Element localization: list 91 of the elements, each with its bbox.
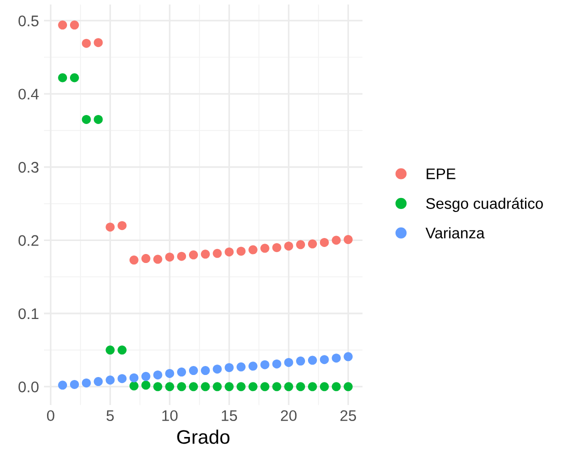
point (212, 364, 222, 374)
point (94, 377, 103, 386)
point (188, 366, 198, 376)
point (129, 373, 138, 382)
point (94, 38, 103, 48)
point (70, 380, 79, 389)
point (260, 382, 270, 392)
point (70, 20, 79, 30)
x-tick-label: 5 (106, 410, 114, 422)
point (272, 243, 282, 252)
point (248, 245, 258, 254)
point (308, 356, 317, 365)
point (70, 73, 79, 82)
point (272, 382, 282, 392)
point (320, 355, 329, 364)
point (118, 374, 127, 384)
point (236, 246, 246, 256)
point (260, 360, 270, 370)
x-tick-label: 25 (340, 410, 356, 422)
point (332, 382, 341, 392)
point (129, 381, 138, 390)
y-tick-label: 0.3 (18, 162, 38, 173)
point (165, 368, 174, 378)
point (308, 382, 317, 392)
y-tick-label: 0.1 (18, 308, 38, 320)
point (177, 368, 186, 377)
point (141, 380, 150, 390)
point (106, 222, 115, 232)
point (165, 382, 174, 392)
point (200, 250, 210, 259)
point (82, 38, 91, 48)
x-tick-label: 10 (162, 410, 178, 422)
point (82, 378, 91, 388)
point (165, 252, 174, 262)
point (296, 240, 306, 250)
point (212, 248, 222, 258)
point (284, 382, 294, 392)
legend-label: Sesgo cuadrático (426, 198, 543, 212)
x-axis-title: Grado (177, 430, 230, 444)
point (58, 20, 68, 30)
point (177, 382, 186, 392)
point (236, 382, 246, 392)
point (106, 346, 115, 355)
point (308, 239, 317, 248)
point (200, 366, 210, 376)
point (118, 221, 127, 230)
point (224, 247, 234, 256)
point (272, 359, 282, 368)
point (260, 244, 270, 253)
point (188, 250, 198, 260)
point (212, 382, 222, 392)
point (344, 352, 353, 362)
point (188, 382, 198, 392)
point (58, 73, 68, 82)
legend-label: Varianza (426, 227, 485, 238)
point (236, 362, 246, 372)
point (141, 254, 150, 264)
point (129, 256, 138, 265)
point (344, 382, 353, 392)
point (153, 382, 162, 392)
point (284, 358, 294, 367)
point (332, 236, 341, 245)
point (58, 380, 68, 390)
point (118, 346, 127, 355)
point (224, 382, 234, 392)
point (94, 114, 103, 124)
point (106, 376, 115, 385)
point (284, 242, 294, 251)
y-tick-label: 0.4 (18, 88, 39, 100)
point (177, 252, 186, 261)
point (153, 370, 162, 380)
point (320, 382, 329, 392)
point (141, 372, 150, 381)
y-tick-label: 0.5 (18, 16, 39, 26)
x-tick-label: 0 (47, 410, 54, 422)
point (248, 382, 258, 392)
point (153, 254, 162, 264)
point (248, 362, 258, 371)
x-tick-label: 15 (222, 410, 238, 422)
point (320, 238, 329, 247)
point (224, 363, 234, 372)
point (82, 114, 91, 124)
legend-label: EPE (426, 168, 456, 180)
point (296, 382, 306, 392)
y-tick-label: 0.0 (18, 382, 39, 392)
x-tick-label: 20 (280, 410, 297, 422)
y-tick-label: 0.2 (18, 235, 38, 246)
point (344, 235, 353, 244)
point (296, 356, 306, 366)
point (332, 354, 341, 363)
point (200, 382, 210, 392)
